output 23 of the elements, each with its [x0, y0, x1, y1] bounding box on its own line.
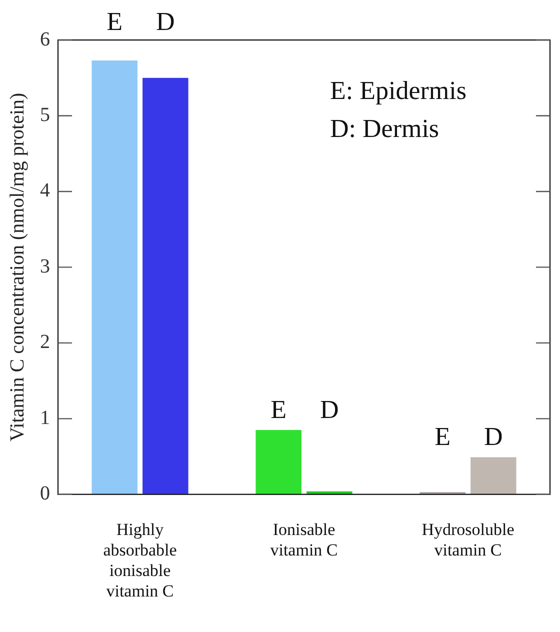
y-axis-title: Vitamin C concentration (nmol/mg protein)	[6, 92, 28, 442]
x-tick-label: Highly absorbable ionisable vitamin C	[103, 520, 177, 600]
bar	[256, 430, 302, 494]
series-label: D	[484, 422, 503, 452]
text: D	[156, 6, 175, 36]
text: D	[320, 394, 339, 424]
text: E	[434, 422, 451, 452]
annotation: E: Epidermis	[330, 75, 466, 107]
y-tick-label: 2	[40, 331, 50, 354]
y-tick-label: 4	[40, 180, 50, 202]
y-tick-label: 5	[40, 104, 50, 126]
bar	[92, 60, 138, 494]
series-label: E	[270, 394, 287, 424]
bar	[470, 457, 516, 494]
y-tick-label: 6	[40, 28, 50, 50]
y-tick-label: 1	[40, 406, 50, 429]
text: E	[106, 6, 123, 36]
annotation: D: Dermis	[330, 113, 440, 145]
y-tick-label: 3	[40, 255, 50, 278]
x-tick-label: Hydrosoluble vitamin C	[422, 520, 514, 560]
y-tick-label: 0	[40, 482, 50, 505]
bar	[142, 78, 188, 494]
x-tick-label: Ionisable vitamin C	[270, 520, 338, 560]
